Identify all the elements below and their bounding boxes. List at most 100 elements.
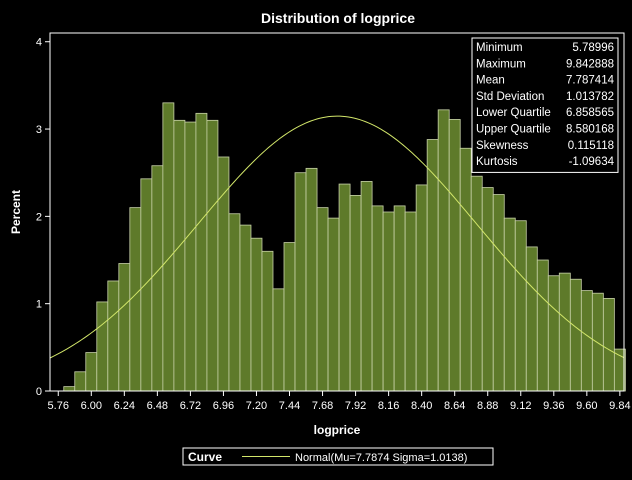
histogram-bar-46 — [558, 272, 571, 392]
x-tick-label-12: 8.64 — [444, 400, 465, 412]
x-tick-label-9: 7.92 — [345, 400, 366, 412]
histogram-bar-48 — [580, 290, 593, 392]
histogram-bar-3 — [85, 352, 98, 392]
histogram-bar-19 — [261, 250, 274, 392]
x-tick-label-2: 6.24 — [114, 400, 135, 412]
histogram-bar-12 — [184, 121, 197, 392]
histogram-bar-7 — [129, 207, 142, 392]
histogram-bar-21 — [283, 242, 296, 392]
stats-box: Minimum 5.78996 Maximum 9.842888 Mean 7.78741… — [471, 37, 619, 173]
stats-value-2: 7.787414 — [566, 75, 615, 87]
x-tick-label-10: 8.16 — [378, 400, 399, 412]
stats-value-5: 8.580168 — [566, 124, 614, 136]
histogram-bar-2 — [74, 371, 87, 392]
histogram-bar-40 — [492, 194, 505, 392]
y-tick-label-0: 0 — [36, 386, 42, 398]
histogram-bar-13 — [195, 112, 208, 392]
stats-label-2: Mean — [476, 75, 505, 87]
x-tick-label-15: 9.36 — [543, 400, 564, 412]
histogram-bar-41 — [503, 217, 516, 392]
x-tick-label-13: 8.88 — [477, 400, 498, 412]
bars-layer — [63, 102, 626, 392]
stats-label-0: Minimum — [476, 42, 523, 54]
x-tick-label-3: 6.48 — [147, 400, 168, 412]
stats-value-1: 9.842888 — [566, 58, 614, 70]
histogram-bar-5 — [107, 280, 120, 392]
histogram-bar-50 — [602, 298, 615, 392]
histogram-bar-1 — [63, 386, 76, 392]
stats-label-4: Lower Quartile — [476, 107, 551, 119]
y-tick-label-2: 2 — [36, 211, 42, 223]
stats-value-3: 1.013782 — [566, 91, 614, 103]
stats-label-7: Kurtosis — [476, 156, 518, 168]
histogram-bar-28 — [360, 181, 373, 392]
stats-label-3: Std Deviation — [476, 91, 544, 103]
histogram-bar-26 — [338, 183, 351, 392]
x-tick-label-7: 7.44 — [279, 400, 300, 412]
legend: Curve Normal(Mu=7.7874 Sigma=1.0138) — [182, 447, 494, 466]
histogram-bar-27 — [349, 195, 362, 392]
histogram-bar-15 — [217, 156, 230, 392]
histogram-bar-17 — [239, 224, 252, 392]
histogram-bar-23 — [305, 167, 318, 392]
x-tick-label-16: 9.60 — [576, 400, 597, 412]
histogram-bar-37 — [459, 147, 472, 392]
histogram-bar-14 — [206, 119, 219, 392]
histogram-bar-31 — [393, 205, 406, 392]
histogram-bar-20 — [272, 288, 285, 392]
histogram-bar-47 — [569, 278, 582, 392]
legend-frame — [182, 447, 494, 466]
histogram-bar-22 — [294, 172, 307, 392]
y-tick-label-1: 1 — [36, 299, 42, 311]
legend-title: Curve — [188, 450, 222, 464]
histogram-bar-24 — [316, 207, 329, 392]
histogram-bar-32 — [404, 211, 417, 392]
histogram-bar-30 — [382, 211, 395, 392]
x-tick-label-14: 9.12 — [510, 400, 531, 412]
legend-label: Normal(Mu=7.7874 Sigma=1.0138) — [295, 452, 467, 464]
curve-layer — [49, 115, 625, 359]
stats-label-6: Skewness — [476, 140, 529, 152]
x-tick-label-8: 7.68 — [312, 400, 333, 412]
histogram-bar-33 — [415, 184, 428, 392]
histogram-bar-8 — [140, 178, 153, 392]
x-axis: 5.76 6.00 6.24 6.48 6.72 6.96 7.20 7.44 7.68 7.92… — [48, 391, 631, 412]
histogram-bar-16 — [228, 213, 241, 392]
histogram-bar-29 — [371, 205, 384, 392]
x-axis-label: logprice — [314, 423, 361, 437]
stats-value-6: 0.115118 — [568, 140, 614, 152]
stats-label-5: Upper Quartile — [476, 124, 551, 136]
histogram-bar-44 — [536, 259, 549, 392]
histogram-bar-11 — [173, 119, 186, 392]
x-tick-label-5: 6.96 — [213, 400, 234, 412]
x-tick-label-0: 5.76 — [48, 400, 69, 412]
histogram-bar-38 — [470, 175, 483, 392]
histogram-bar-6 — [118, 263, 131, 392]
x-tick-label-11: 8.40 — [411, 400, 432, 412]
chart-title: Distribution of logprice — [261, 10, 415, 26]
histogram-bar-45 — [547, 275, 560, 392]
stats-box-frame — [471, 37, 619, 173]
x-tick-label-1: 6.00 — [81, 400, 102, 412]
histogram-bar-49 — [591, 292, 604, 392]
histogram-bar-39 — [481, 187, 494, 392]
stats-value-7: -1.09634 — [569, 156, 615, 168]
normal-curve-line — [49, 115, 625, 359]
x-tick-label-17: 9.84 — [609, 400, 630, 412]
y-tick-label-4: 4 — [36, 37, 42, 49]
histogram-bar-18 — [250, 237, 263, 392]
plot-frame — [49, 32, 625, 392]
histogram-bar-25 — [327, 217, 340, 392]
y-tick-label-3: 3 — [36, 124, 42, 136]
stats-value-4: 6.858565 — [566, 107, 614, 119]
histogram-bar-10 — [162, 102, 175, 392]
y-axis: 0 1 2 3 4 — [36, 37, 50, 398]
x-tick-label-6: 7.20 — [246, 400, 267, 412]
histogram-bar-4 — [96, 301, 109, 392]
histogram-bar-35 — [437, 109, 450, 392]
histogram-bar-43 — [525, 246, 538, 392]
x-tick-label-4: 6.72 — [180, 400, 201, 412]
histogram-bar-36 — [448, 119, 461, 392]
